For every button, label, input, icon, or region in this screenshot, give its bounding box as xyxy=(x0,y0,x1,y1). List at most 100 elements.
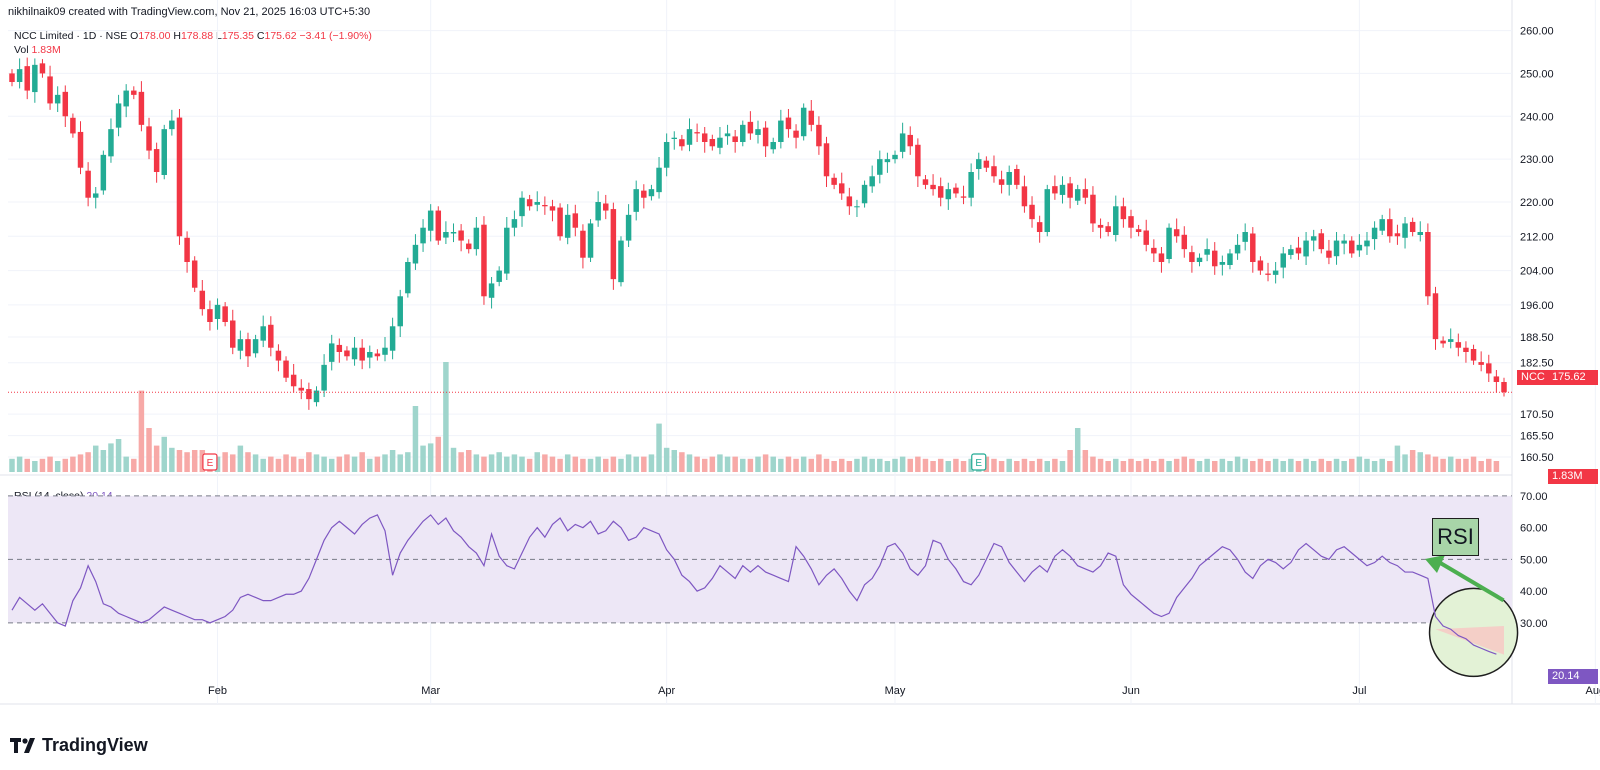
candle-body xyxy=(32,64,38,93)
candle-body xyxy=(1432,293,1439,340)
chart-canvas[interactable]: 260.00 250.00 240.00 230.00 220.00 212.00 204.… xyxy=(0,0,1600,710)
rsi-line xyxy=(11,514,1497,655)
candle-body xyxy=(344,350,350,357)
low-value: 175.35 xyxy=(221,30,254,42)
candle-body xyxy=(328,343,335,362)
candle-body xyxy=(1234,244,1241,254)
time-tick-label: Jul xyxy=(1352,685,1366,697)
rsi-value-tag: 20.14 xyxy=(1548,669,1598,684)
candle-body xyxy=(275,350,282,361)
candle-body xyxy=(671,137,678,139)
candle-body xyxy=(694,132,700,134)
candle-body xyxy=(62,91,69,117)
candle-body xyxy=(1280,253,1286,268)
volume-bar xyxy=(1409,450,1416,472)
volume-bar xyxy=(1394,445,1401,472)
high-value: 178.88 xyxy=(180,30,214,42)
volume-bar xyxy=(1455,458,1462,472)
volume-bar xyxy=(85,452,91,472)
volume-bar xyxy=(519,456,525,472)
candle-body xyxy=(564,214,571,238)
volume-bar xyxy=(968,458,974,472)
volume-bar xyxy=(953,458,959,472)
candle-body xyxy=(222,306,228,322)
time-tick-label: May xyxy=(885,685,906,697)
volume-bar xyxy=(481,456,487,472)
volume-bar xyxy=(663,447,670,472)
volume-bar xyxy=(1447,456,1454,472)
candle-body xyxy=(816,124,822,147)
volume-bar xyxy=(39,458,46,472)
candle-body xyxy=(1097,224,1104,228)
candle-body xyxy=(230,320,236,348)
candle-body xyxy=(1151,247,1157,254)
price-tick-label: 230.00 xyxy=(1520,154,1554,166)
candle-body xyxy=(1440,340,1446,344)
time-tick-label: Jun xyxy=(1122,685,1140,697)
chart-credit: nikhilnaik09 created with TradingView.co… xyxy=(8,6,371,18)
volume-bar xyxy=(504,456,510,472)
candle-body xyxy=(488,283,495,298)
volume-legend[interactable]: Vol 1.83M xyxy=(14,44,61,56)
volume-bar xyxy=(1310,461,1317,472)
candle-body xyxy=(679,139,685,147)
volume-bar xyxy=(397,454,403,472)
candle-body xyxy=(831,177,837,185)
volume-bar xyxy=(701,458,708,472)
volume-bar xyxy=(800,456,807,472)
candle-body xyxy=(998,179,1005,185)
volume-bar xyxy=(473,454,480,472)
tradingview-logo[interactable]: TradingView xyxy=(10,735,148,756)
candle-body xyxy=(1044,189,1051,232)
candle-body xyxy=(800,107,807,137)
close-label: C xyxy=(256,30,265,42)
volume-bar xyxy=(1044,461,1051,472)
candle-body xyxy=(47,76,53,104)
earnings-marker: E xyxy=(971,453,987,471)
price-tick-label: 260.00 xyxy=(1520,26,1554,38)
candle-body xyxy=(161,129,167,175)
volume-bar xyxy=(199,450,206,472)
candle-body xyxy=(1052,186,1058,194)
volume-bar xyxy=(861,456,868,472)
volume-bar xyxy=(1326,461,1332,472)
candle-body xyxy=(861,184,868,204)
candle-body xyxy=(306,389,312,400)
volume-bar xyxy=(435,436,442,472)
symbol-tag: NCC xyxy=(1517,370,1549,385)
volume-bar xyxy=(694,456,700,472)
volume-bar xyxy=(1082,450,1089,472)
candle-body xyxy=(1257,260,1264,271)
volume-bar xyxy=(625,454,632,472)
candle-body xyxy=(1333,240,1340,257)
candle-body xyxy=(747,121,754,134)
volume-bar xyxy=(983,456,990,472)
candle-body xyxy=(610,209,617,280)
volume-bar xyxy=(1250,461,1256,472)
symbol-name: NCC Limited xyxy=(14,30,74,42)
volume-bar xyxy=(275,458,282,472)
candle-body xyxy=(108,129,114,157)
price-tick-label: 204.00 xyxy=(1520,266,1554,278)
candle-body xyxy=(1310,236,1317,241)
volume-bar xyxy=(633,456,639,472)
candle-body xyxy=(39,63,46,74)
rsi-annotation-box: RSI xyxy=(1432,518,1479,556)
volume-bar xyxy=(290,456,297,472)
candle-body xyxy=(252,339,259,354)
rsi-oversold-shade xyxy=(1435,626,1504,655)
volume-bar xyxy=(884,461,891,472)
candle-body xyxy=(1371,227,1378,240)
volume-bar xyxy=(1021,458,1028,472)
symbol-legend[interactable]: NCC Limited · 1D · NSE O178.00 H178.88 L… xyxy=(14,30,372,42)
volume-bar xyxy=(648,454,655,472)
volume-bar xyxy=(1036,458,1043,472)
candle-body xyxy=(465,243,472,250)
volume-bar xyxy=(740,458,746,472)
volume-bar xyxy=(1181,456,1188,472)
candle-body xyxy=(945,189,952,200)
volume-bar xyxy=(526,458,533,472)
candle-body xyxy=(762,127,769,147)
candle-body xyxy=(877,159,883,175)
time-tick-label: Feb xyxy=(208,685,227,697)
